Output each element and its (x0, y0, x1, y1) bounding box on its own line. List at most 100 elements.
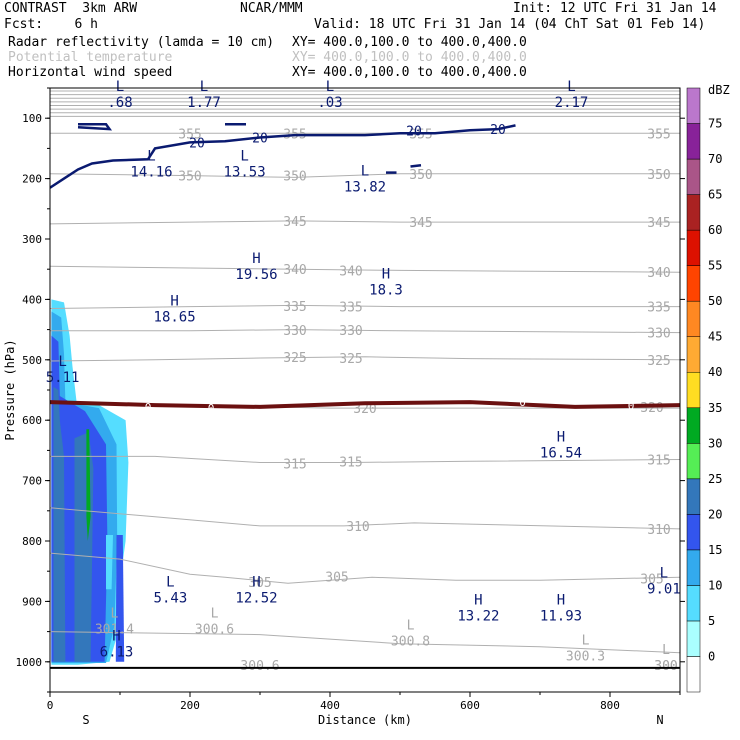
freezing-level-label: 0 (208, 402, 215, 415)
theta-extremum-type: L (110, 607, 118, 622)
x-axis-label: Distance (km) (318, 713, 412, 727)
wind-extremum-value: 5.11 (46, 370, 80, 386)
theta-contour (50, 552, 680, 584)
freezing-level-layer: 0 0 0 0 (50, 396, 680, 415)
forecast-hour: Fcst: 6 h (4, 17, 98, 32)
colorbar-level-label: 75 (708, 117, 722, 131)
theta-contour (50, 507, 680, 530)
field-name-theta: Potential temperature (8, 50, 173, 65)
colorbar: 0 5 10 15 20 25 30 35 40 45 50 55 60 65 70 75 dBZ (686, 83, 730, 693)
wind-extremum-value: 1.77 (187, 95, 221, 111)
model-name: CONTRAST 3km ARW (4, 1, 138, 16)
theta-contour (50, 265, 680, 273)
field-xy-theta: XY= 400.0,100.0 to 400.0,400.0 (292, 50, 527, 65)
theta-extremum-type: L (662, 643, 670, 658)
theta-contour-label: 325 (647, 354, 670, 369)
colorbar-swatch (686, 585, 701, 622)
theta-contour-label: 350 (409, 168, 432, 183)
colorbar-swatch (686, 265, 701, 302)
theta-contour-label: 345 (409, 216, 432, 231)
theta-contour (50, 631, 680, 654)
wind-extremum-value: 14.16 (130, 165, 172, 181)
theta-extremum-value: 300 (654, 659, 677, 674)
theta-extremum-value: 300.3 (566, 650, 605, 665)
y-tick-label: 500 (22, 354, 42, 367)
reflectivity-layer (51, 299, 129, 665)
colorbar-level-label: 45 (708, 330, 722, 344)
init-time: Init: 12 UTC Fri 31 Jan 14 (513, 1, 717, 16)
wind-extremum-type: H (557, 592, 565, 608)
theta-contour-label: 340 (339, 264, 362, 279)
x-end-label-right: N (656, 713, 663, 727)
freezing-level-line (50, 400, 680, 409)
wind-extremum-value: .03 (317, 95, 342, 111)
y-tick-label: 300 (22, 233, 42, 246)
colorbar-swatch (686, 336, 701, 373)
wind-extremum-type: L (116, 79, 124, 95)
y-tick-label: 400 (22, 293, 42, 306)
wind-contour-label: 20 (252, 132, 268, 147)
reflectivity-cell (53, 387, 66, 662)
wind-extremum-type: L (326, 79, 334, 95)
wind-extremum-type: H (557, 429, 565, 445)
wind-extremum-value: 16.54 (540, 445, 582, 461)
colorbar-level-label: 0 (708, 649, 715, 663)
wind-extremum-type: H (382, 266, 390, 282)
y-tick-label: 600 (22, 414, 42, 427)
theta-contour-label: 355 (178, 127, 201, 142)
theta-contour-label: 315 (647, 453, 670, 468)
y-tick-label: 800 (22, 535, 42, 548)
x-tick-label: 600 (460, 699, 480, 712)
colorbar-swatch (686, 443, 701, 480)
theta-contour (50, 304, 680, 309)
y-tick-label: 200 (22, 173, 42, 186)
colorbar-level-label: 30 (708, 436, 722, 450)
colorbar-level-label: 5 (708, 614, 715, 628)
theta-contour-label: 335 (283, 300, 306, 315)
colorbar-level-label: 15 (708, 543, 722, 557)
theta-extremum-value: 300.6 (195, 623, 234, 638)
colorbar-swatch (686, 158, 701, 195)
wind-extremum-value: 6.13 (100, 645, 134, 661)
wind-extremum-type: H (252, 574, 260, 590)
wind-contour-label: 20 (490, 123, 506, 138)
theta-contour-label: 345 (283, 215, 306, 230)
wind-contour (50, 124, 516, 189)
theta-contour-label: 330 (339, 324, 362, 339)
y-tick-label: 100 (22, 112, 42, 125)
theta-contour-label: 310 (647, 523, 670, 538)
freezing-level-label: 0 (145, 401, 152, 414)
colorbar-swatch (686, 229, 701, 266)
wind-extremum-type: L (660, 565, 668, 581)
field-name-reflectivity: Radar reflectivity (lamda = 10 cm) (8, 35, 275, 50)
wind-extremum-type: H (474, 592, 482, 608)
wind-extremum-type: L (361, 164, 369, 180)
theta-contour-label: 300 (654, 659, 677, 674)
colorbar-level-label: 20 (708, 507, 722, 521)
wind-contour (77, 122, 113, 131)
y-tick-label: 1000 (16, 656, 43, 669)
wind-extremum-value: 9.01 (647, 581, 681, 597)
wind-extremum-value: 12.52 (235, 590, 277, 606)
field-xy-wind: XY= 400.0,100.0 to 400.0,400.0 (292, 65, 527, 80)
y-tick-label: 700 (22, 475, 42, 488)
colorbar-swatch (686, 123, 701, 160)
x-tick-label: 400 (320, 699, 340, 712)
x-tick-label: 800 (600, 699, 620, 712)
wind-extremum-value: 13.22 (457, 608, 499, 624)
wind-extremum-value: 18.3 (369, 282, 403, 298)
theta-contour-label: 355 (409, 127, 432, 142)
wind-extremum-value: 2.17 (555, 95, 589, 111)
theta-extremum-value: 300.8 (391, 635, 430, 650)
wind-extremum-type: H (170, 293, 178, 309)
theta-contour-label: 350 (647, 168, 670, 183)
theta-contour-label: 310 (346, 520, 369, 535)
colorbar-level-label: 25 (708, 472, 722, 486)
colorbar-swatch (686, 514, 701, 551)
theta-contour-label: 325 (339, 352, 362, 367)
wind-extremum-value: 11.93 (540, 608, 582, 624)
y-axis-label: Pressure (hPa) (3, 339, 17, 440)
colorbar-swatch (686, 371, 701, 409)
